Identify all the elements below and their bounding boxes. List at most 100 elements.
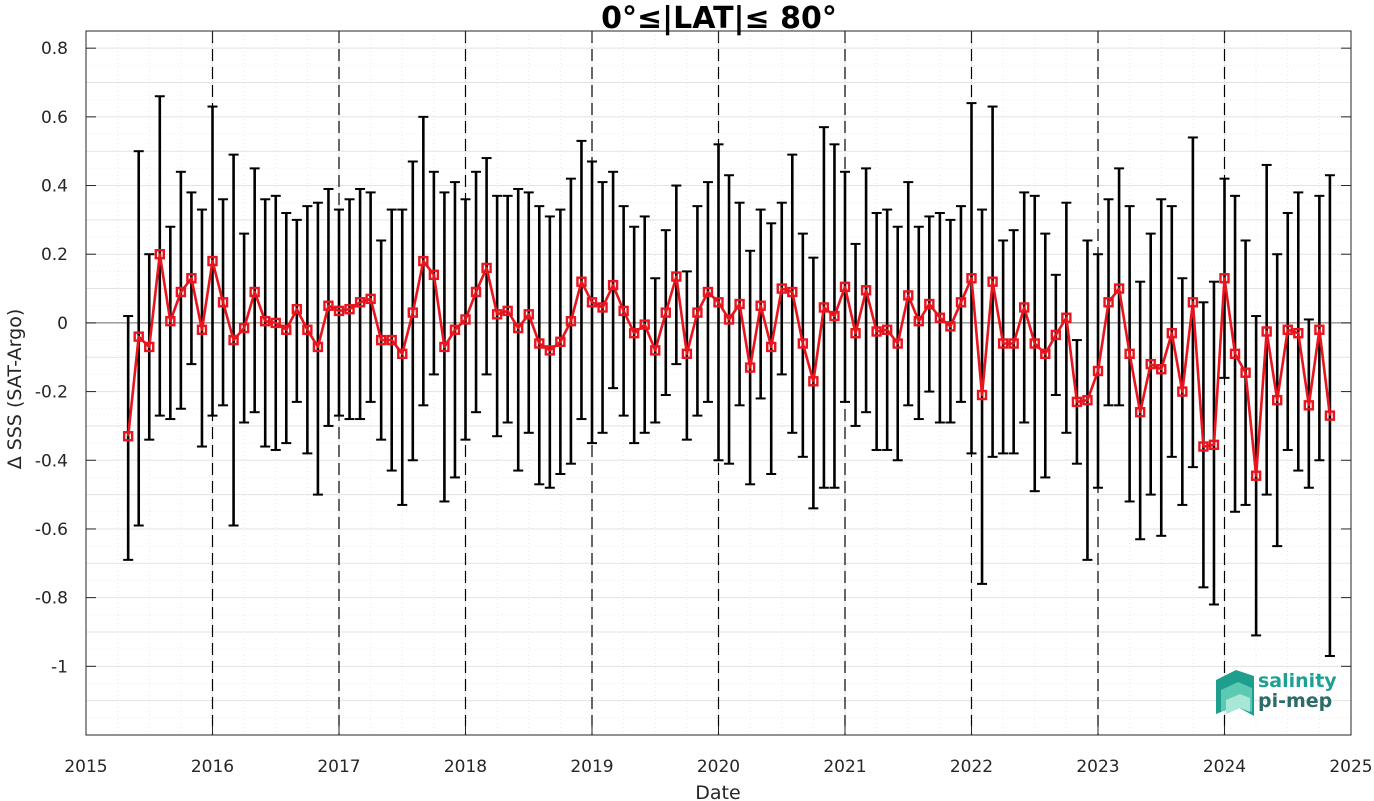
data-point-marker [260,315,271,327]
y-tick-label: 0.8 [41,39,68,59]
data-point-marker [839,281,851,293]
ticks [85,31,1352,735]
data-point-marker [1040,348,1051,360]
logo-text-line2: pi-mep [1258,690,1332,712]
data-point-marker [249,286,260,298]
data-point-marker [892,338,903,349]
data-point-marker [723,314,735,325]
data-point-marker [1293,328,1304,339]
data-point-marker [787,286,798,298]
data-point-marker [744,362,756,373]
x-tick-label: 2024 [1203,757,1246,777]
data-point-marker [1019,302,1030,313]
x-tick-label: 2020 [697,757,740,777]
data-point-marker [766,341,777,353]
data-point-marker [523,309,534,320]
data-point-marker [934,312,946,323]
chart-title: 0°≤|LAT|≤ 80° [601,1,837,36]
data-point-marker [555,336,566,347]
data-point-marker [312,341,324,353]
series-line [126,252,1332,478]
data-point-marker [1261,326,1272,337]
data-point-marker [186,273,197,284]
data-point-marker [829,310,840,322]
data-point-marker [1082,394,1093,406]
y-tick-label: 0.2 [41,245,68,265]
data-point-marker [903,290,914,301]
data-point-marker [154,249,165,260]
data-point-marker [597,302,608,313]
data-point-marker [1145,358,1156,370]
data-point-marker [776,283,787,294]
x-tick-label: 2015 [64,757,107,777]
data-point-marker [997,338,1009,349]
data-point-marker [1250,470,1262,481]
data-point-marker [1198,441,1209,452]
data-point-marker [133,331,144,342]
data-point-marker [808,376,819,387]
data-point-marker [333,305,345,317]
data-point-marker [397,348,408,360]
salinity-pi-mep-logo: salinity pi-mep [1216,670,1337,716]
data-point-marker [797,338,809,349]
y-tick-label: -1 [51,657,68,677]
data-point-marker [924,298,935,310]
x-tick-label: 2025 [1329,757,1372,777]
data-point-marker [323,300,334,311]
data-point-marker [955,297,967,308]
data-point-marker [449,324,461,335]
data-point-marker [1314,324,1325,335]
data-point-marker [987,276,998,287]
data-point-marker [375,334,387,346]
data-point-marker [238,322,250,334]
data-point-marker [217,297,229,308]
data-point-marker [418,255,429,267]
x-tick-label: 2022 [950,757,993,777]
y-tick-label: -0.6 [35,520,68,540]
data-point-marker [365,293,376,305]
data-point-marker [976,389,988,401]
data-point-marker [650,345,661,356]
data-point-marker [671,271,682,282]
data-point-marker [1029,338,1040,349]
y-tick-label: 0.6 [41,108,68,128]
data-point-marker [871,326,882,337]
data-point-marker [439,341,450,353]
data-point-marker [1166,328,1177,339]
data-point-marker [502,305,513,317]
x-axis-title: Date [695,782,740,801]
data-point-marker [1272,394,1283,406]
data-point-marker [966,273,977,284]
data-point-marker [144,341,155,353]
data-point-marker [1113,283,1125,294]
data-point-marker [565,315,577,327]
logo-text-line1: salinity [1258,670,1337,692]
data-point-marker [196,324,208,335]
data-point-marker [618,305,629,317]
data-point-marker [734,298,745,310]
data-point-marker [1187,297,1199,308]
x-tick-label: 2023 [1076,757,1119,777]
data-point-marker [681,348,693,360]
data-point-marker [1008,338,1019,349]
data-point-marker [628,328,640,339]
data-point-marker [228,334,239,346]
data-point-marker [534,338,545,349]
x-tick-label: 2017 [317,757,360,777]
data-point-marker [270,317,281,329]
y-tick-label: -0.2 [35,383,68,403]
y-tick-label: 0 [57,314,68,334]
data-point-marker [281,324,292,335]
y-axis-title: Δ SSS (SAT-Argo) [4,309,26,469]
data-point-marker [1061,312,1072,323]
data-point-marker [1050,329,1062,341]
data-point-marker [491,309,503,320]
data-point-marker [1092,365,1104,377]
data-point-marker [1303,400,1315,411]
data-point-marker [407,307,418,318]
data-point-marker [945,321,956,332]
data-point-marker [386,334,397,346]
data-point-marker [1177,386,1188,397]
y-tick-label: -0.8 [35,589,68,609]
